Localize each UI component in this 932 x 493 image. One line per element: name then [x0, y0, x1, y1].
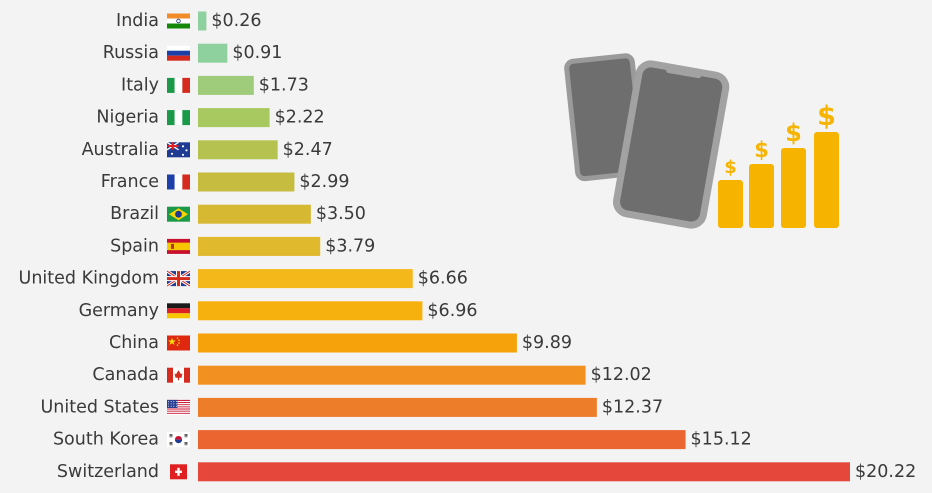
bar — [198, 397, 597, 417]
value-label: $1.73 — [259, 75, 309, 95]
value-label: $0.91 — [232, 43, 282, 63]
bar-row: Australia $2.47 — [82, 140, 333, 160]
bar — [198, 301, 423, 321]
country-label: Italy — [121, 75, 159, 95]
bar-row: India $0.26 — [116, 11, 261, 31]
bar-row: Russia $0.91 — [103, 43, 283, 63]
bar — [198, 204, 311, 224]
value-label: $2.47 — [283, 140, 333, 160]
south-korea-flag-icon — [167, 432, 190, 448]
country-label: South Korea — [53, 430, 159, 450]
bar-row: Nigeria $2.22 — [96, 108, 324, 128]
russia-flag-icon — [167, 45, 190, 61]
dollar-sign: $ — [724, 157, 737, 178]
bar — [198, 43, 228, 63]
dollar-sign: $ — [817, 101, 836, 132]
bar — [198, 365, 586, 385]
country-label: Germany — [79, 301, 159, 321]
smartphone-front-icon — [613, 60, 730, 229]
country-label: United States — [40, 397, 159, 417]
usa-flag-icon — [167, 399, 190, 415]
germany-flag-icon — [167, 303, 190, 319]
value-label: $2.22 — [275, 108, 325, 128]
bar — [198, 430, 686, 450]
value-label: $2.99 — [299, 172, 349, 192]
france-flag-icon — [167, 174, 190, 190]
bar-row: France $2.99 — [101, 172, 350, 192]
bar — [198, 11, 207, 31]
country-label: Canada — [92, 365, 159, 385]
value-label: $12.02 — [591, 365, 652, 385]
rising-dollar-bars-icon: $ $ $ $ — [718, 101, 839, 228]
bar-row: Germany $6.96 — [79, 301, 478, 321]
bar-row: Italy $1.73 — [121, 75, 309, 95]
dollar-sign: $ — [754, 138, 769, 162]
india-flag-icon — [167, 13, 190, 29]
bar — [198, 108, 270, 128]
country-label: Russia — [103, 43, 159, 63]
country-label: Australia — [82, 140, 159, 160]
value-label: $6.66 — [418, 269, 468, 289]
bar-row: Spain $3.79 — [110, 236, 375, 256]
bar-row: South Korea $15.12 — [53, 430, 752, 450]
country-label: France — [101, 172, 159, 192]
bar — [198, 172, 295, 192]
country-label: Brazil — [110, 204, 159, 224]
bar — [198, 269, 413, 289]
dollar-sign: $ — [785, 119, 802, 147]
bar-row: Canada $12.02 — [92, 365, 651, 385]
bar-row: Switzerland $20.22 — [57, 462, 916, 482]
phone-money-illustration: $ $ $ $ — [564, 53, 839, 229]
brazil-flag-icon — [167, 206, 190, 222]
country-label: Switzerland — [57, 462, 159, 482]
value-label: $6.96 — [427, 301, 477, 321]
country-label: China — [109, 333, 159, 353]
nigeria-flag-icon — [167, 110, 190, 126]
italy-flag-icon — [167, 77, 190, 93]
value-label: $0.26 — [211, 11, 261, 31]
value-label: $3.50 — [316, 204, 366, 224]
uk-flag-icon — [166, 269, 191, 288]
country-label: India — [116, 11, 159, 31]
bar — [198, 333, 517, 353]
bar-row: Brazil $3.50 — [110, 204, 366, 224]
value-label: $3.79 — [325, 236, 375, 256]
australia-flag-icon — [166, 141, 190, 158]
country-label: United Kingdom — [19, 269, 159, 289]
bar-row: United States $12.37 — [40, 397, 663, 417]
value-label: $20.22 — [855, 462, 916, 482]
bar — [198, 140, 278, 160]
canada-flag-icon — [167, 367, 190, 383]
bar-row: China $9.89 — [109, 333, 572, 353]
country-label: Nigeria — [96, 108, 159, 128]
value-label: $15.12 — [691, 430, 752, 450]
value-label: $9.89 — [522, 333, 572, 353]
bar — [198, 75, 254, 95]
bar — [198, 462, 850, 482]
country-label: Spain — [110, 236, 159, 256]
bar — [198, 236, 321, 256]
bar-rows: India $0.26 Russia $0.91 Italy $1.73 Nigeria $2… — [19, 11, 917, 482]
spain-flag-icon — [167, 238, 190, 254]
bar-row: United Kingdom $6.66 — [19, 269, 468, 289]
value-label: $12.37 — [602, 397, 663, 417]
china-flag-icon — [167, 335, 190, 351]
switzerland-flag-icon — [170, 464, 187, 480]
